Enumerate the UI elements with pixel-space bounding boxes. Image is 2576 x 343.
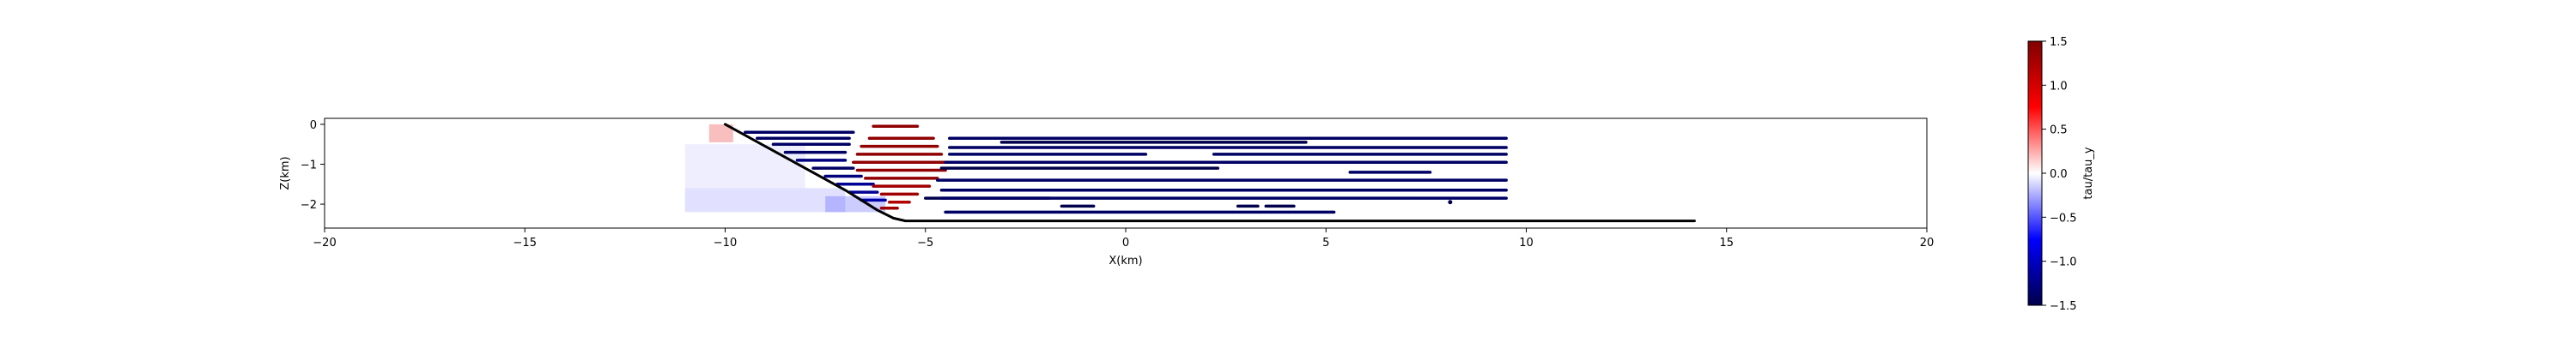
y-axis-ticks: 0 −1 −2 <box>301 119 325 212</box>
x-axis-label: X(km) <box>1109 255 1142 268</box>
y-tick-label: 0 <box>310 119 317 132</box>
colorbar-ticks: 1.5 1.0 0.5 0.0 −0.5 −1.0 −1.5 <box>2042 36 2077 313</box>
colorbar-tick-label: 0.0 <box>2050 168 2068 181</box>
main-axes: −20 −15 −10 −5 0 5 10 15 20 0 −1 −2 X(km) Z(km) <box>279 117 1934 268</box>
x-tick-label: −15 <box>513 237 537 250</box>
stress-field-layer <box>684 123 886 213</box>
stress-field-patch <box>708 123 733 142</box>
y-axis-label: Z(km) <box>279 156 292 190</box>
x-tick-label: −20 <box>313 237 336 250</box>
stress-point <box>1448 200 1453 205</box>
colorbar-tick-label: 1.5 <box>2050 36 2068 49</box>
x-tick-label: 10 <box>1519 237 1534 250</box>
stress-field-patch <box>684 188 846 213</box>
plot-area <box>325 118 1927 228</box>
colorbar-tick-label: −1.0 <box>2050 256 2077 269</box>
x-tick-label: 20 <box>1920 237 1935 250</box>
x-tick-label: −10 <box>714 237 737 250</box>
x-tick-label: 15 <box>1719 237 1734 250</box>
x-tick-label: 0 <box>1122 237 1129 250</box>
colorbar-tick-label: −0.5 <box>2050 212 2077 225</box>
x-tick-label: −5 <box>917 237 933 250</box>
stress-segments-layer <box>744 124 1508 214</box>
colorbar-tick-label: 0.5 <box>2050 124 2068 137</box>
colorbar-tick-label: −1.5 <box>2050 300 2077 313</box>
x-axis-ticks: −20 −15 −10 −5 0 5 10 15 20 <box>313 228 1934 250</box>
y-tick-label: −1 <box>301 159 317 172</box>
fault-line-layer <box>724 123 1696 223</box>
colorbar-gradient <box>2027 40 2043 306</box>
x-tick-label: 5 <box>1322 237 1329 250</box>
fault-line <box>724 123 1696 223</box>
y-tick-label: −2 <box>301 199 317 212</box>
colorbar-tick-label: 1.0 <box>2050 80 2068 93</box>
colorbar: 1.5 1.0 0.5 0.0 −0.5 −1.0 −1.5 tau/tau_y <box>2027 36 2095 313</box>
colorbar-label: tau/tau_y <box>2082 147 2095 199</box>
